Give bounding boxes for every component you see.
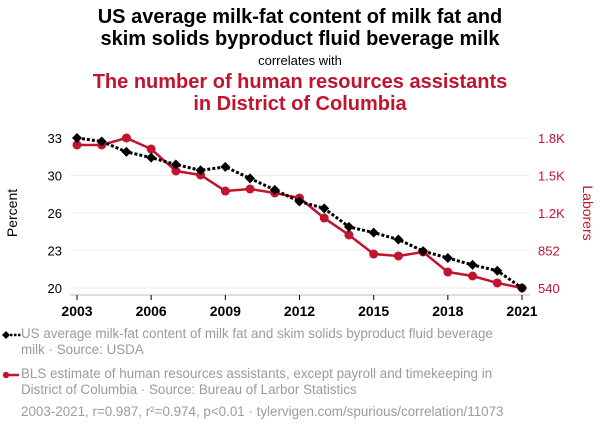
data-point-hr-assistants <box>369 249 379 259</box>
data-point-milk-fat <box>170 159 181 170</box>
grid-lines <box>70 137 530 289</box>
y-left-tick-label: 20 <box>48 281 62 296</box>
x-axis-ticks: 2003 2006 2009 2012 2015 2018 2021 <box>61 295 538 319</box>
x-tick-label: 2009 <box>210 303 241 319</box>
y-right-tick-label: 1.2K <box>538 206 565 221</box>
x-tick-label: 2006 <box>136 303 167 319</box>
data-point-milk-fat <box>72 133 82 143</box>
y-right-tick-label: 1.5K <box>538 169 565 184</box>
data-point-milk-fat <box>442 253 453 263</box>
y-left-tick-label: 26 <box>48 206 62 221</box>
data-point-hr-assistants <box>146 144 156 154</box>
legend-milk-fat-line2: milk · Source: USDA <box>21 342 144 357</box>
y-left-tick-label: 30 <box>48 169 62 184</box>
chart-title: US average milk-fat content of milk fat … <box>0 6 600 50</box>
y-right-tick-label: 540 <box>538 281 560 296</box>
x-tick-label: 2003 <box>61 303 92 319</box>
x-tick-label: 2018 <box>432 303 463 319</box>
data-point-hr-assistants <box>393 251 403 261</box>
data-point-milk-fat <box>517 283 527 293</box>
data-point-milk-fat <box>343 221 354 232</box>
data-point-milk-fat <box>96 136 107 147</box>
legend-milk-fat-line1: US average milk-fat content of milk fat … <box>21 326 493 341</box>
data-point-hr-assistants <box>121 133 131 143</box>
data-point-milk-fat <box>418 246 429 257</box>
chart-subtitle-line2: in District of Columbia <box>193 93 407 115</box>
data-point-milk-fat <box>269 184 280 195</box>
chart-subtitle-line1: The number of human resources assistants <box>92 71 508 93</box>
chart-title-line2: skim solids byproduct fluid beverage mil… <box>100 28 500 50</box>
legend-dotted-diamond-icon <box>2 331 21 339</box>
data-point-milk-fat <box>121 146 132 157</box>
data-point-hr-assistants <box>443 267 453 277</box>
chart-subtitle: The number of human resources assistants… <box>0 71 600 115</box>
y-axis-right-label: Laborers <box>580 185 596 240</box>
data-point-hr-assistants <box>344 230 354 240</box>
data-point-milk-fat <box>220 161 231 172</box>
data-point-hr-assistants <box>245 184 255 194</box>
correlation-footer: 2003-2021, r=0.987, r²=0.974, p<0.01 · t… <box>21 404 504 419</box>
data-point-hr-assistants <box>171 166 181 176</box>
data-point-milk-fat <box>294 196 305 207</box>
data-point-milk-fat <box>319 203 330 214</box>
y-axis-left-label: Percent <box>4 189 20 237</box>
y-left-tick-label: 33 <box>48 131 62 146</box>
data-point-milk-fat <box>245 173 256 184</box>
chart-title-line1: US average milk-fat content of milk fat … <box>97 6 503 28</box>
x-tick-label: 2012 <box>284 303 315 319</box>
y-axis-left-ticks: 20 23 26 30 33 <box>48 131 62 296</box>
legend-hr-assistants-line1: BLS estimate of human resources assistan… <box>21 366 493 381</box>
data-point-milk-fat <box>492 265 503 276</box>
correlates-with-label: correlates with <box>258 53 342 68</box>
data-point-hr-assistants <box>492 278 502 288</box>
data-point-hr-assistants <box>468 271 478 281</box>
data-point-milk-fat <box>368 227 379 238</box>
x-tick-label: 2021 <box>506 303 537 319</box>
data-point-hr-assistants <box>220 186 230 196</box>
data-point-hr-assistants <box>72 140 82 150</box>
data-point-milk-fat <box>467 259 478 270</box>
y-left-tick-label: 23 <box>48 244 62 259</box>
legend-circle-line-icon <box>2 371 19 379</box>
y-right-tick-label: 852 <box>538 244 560 259</box>
y-right-tick-label: 1.8K <box>538 131 565 146</box>
data-point-milk-fat <box>393 234 404 245</box>
series-milk-fat <box>72 133 527 293</box>
x-tick-label: 2015 <box>358 303 389 319</box>
data-point-hr-assistants <box>319 213 329 223</box>
data-point-milk-fat <box>195 165 206 176</box>
chart-svg: 2003 2006 2009 2012 2015 2018 2021 2023263033 … <box>4 131 596 319</box>
y-axis-right-ticks: 540 852 1.2K 1.5K 1.8K <box>538 131 565 296</box>
legend-hr-assistants-line2: District of Columbia · Source: Bureau of… <box>21 382 357 397</box>
data-point-milk-fat <box>146 152 157 163</box>
